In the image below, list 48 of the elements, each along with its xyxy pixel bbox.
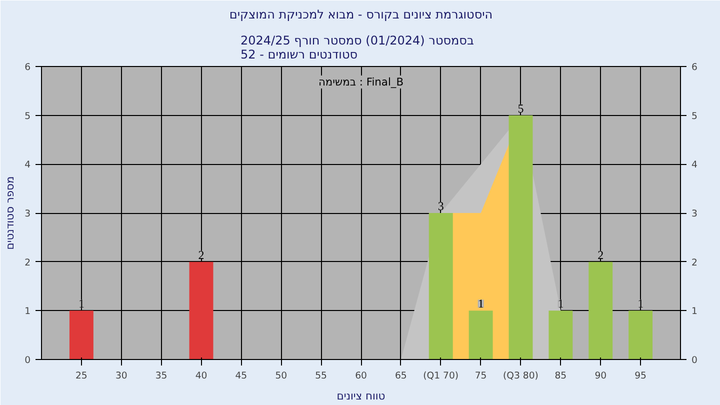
y-tick-label: 3 [24,208,31,220]
data-label: 1 [638,296,644,311]
data-label: 1 [558,296,564,311]
data-label: 1 [78,296,84,311]
x-tick-label: 65 [395,370,407,382]
x-tick-label: 95 [634,370,647,382]
y-axis-title: מספר סטודנטים [4,176,17,250]
bar [588,262,613,360]
x-tick-label: 90 [594,370,607,382]
data-label: 5 [518,101,524,116]
y-tick-label: 2 [24,257,31,268]
x-tick-label: 75 [474,370,487,382]
y2-tick-label: 1 [692,306,698,318]
x-tick-label: 55 [315,370,328,382]
y2-tick-label: 4 [692,160,698,171]
x-tick-label: (Q3 80) [503,370,538,382]
x-tick-label: 60 [355,370,367,382]
data-label: 3 [438,199,444,213]
bar [189,262,214,360]
bar [468,310,493,360]
y-tick-label: 0 [24,355,31,366]
y-tick-label: 6 [24,62,31,73]
x-tick-label: 35 [155,370,168,382]
x-tick-label: 45 [235,370,248,382]
y2-tick-label: 3 [692,208,698,220]
data-label: 1 [478,296,484,311]
x-axis-title: טווח ציונים [336,390,386,402]
x-tick-label: 25 [76,370,88,382]
x-tick-label: 50 [275,370,288,382]
chart-title: היסטוגרמת ציונים בקורס - מבוא למכניקת המוצקים [229,8,493,22]
y2-tick-label: 0 [692,355,698,366]
y-tick-label: 4 [24,160,31,171]
x-tick-label: (Q1 70) [423,370,459,382]
bar [548,310,573,360]
data-label: 2 [598,248,604,262]
y-tick-label: 1 [24,306,31,318]
chart-subtitle: בסמסטר (01/2024) סמסטר חורף 2024/25 סטודנטים רשומים - 52 [240,34,474,62]
y2-tick-label: 6 [692,62,698,73]
data-label: 2 [198,248,204,262]
x-tick-label: 40 [195,370,208,382]
x-tick-label: 85 [554,370,567,382]
bar [69,310,94,360]
y2-tick-label: 2 [692,257,698,268]
y2-tick-label: 5 [692,110,698,122]
bar [628,310,653,360]
x-tick-label: 30 [115,370,128,382]
annotation: במשימה : Final_B [318,76,404,88]
y-tick-label: 5 [24,110,31,122]
